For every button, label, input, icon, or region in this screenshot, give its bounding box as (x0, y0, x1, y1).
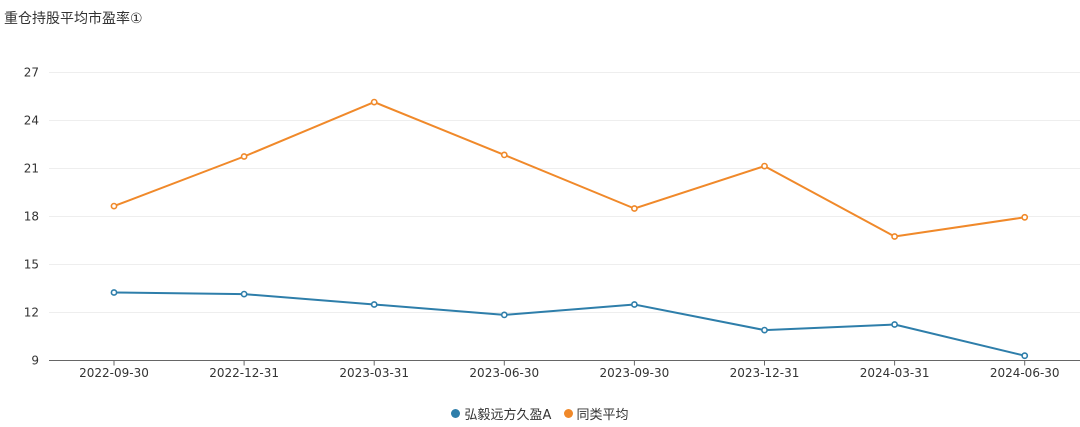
series-line-0 (113, 291, 1025, 357)
legend-marker-series-0 (451, 409, 461, 418)
data-point[interactable] (240, 153, 248, 160)
x-tick-label: 2024-06-30 (990, 366, 1060, 380)
y-tick-label: 21 (24, 162, 39, 176)
y-tick-label: 15 (24, 258, 39, 272)
series-lines (113, 101, 1025, 357)
x-axis: 2022-09-30 2022-12-31 2023-03-31 2023-06-30… (49, 360, 1080, 380)
x-tick-label: 2022-12-31 (209, 366, 279, 380)
x-tick-label: 2023-09-30 (600, 366, 670, 380)
y-tick-label: 27 (24, 66, 39, 80)
x-tick-label: 2023-06-30 (469, 366, 539, 380)
series-points (110, 98, 1029, 360)
data-point[interactable] (500, 311, 508, 319)
data-point[interactable] (500, 151, 508, 159)
data-point[interactable] (1021, 352, 1029, 360)
y-tick-label: 18 (24, 210, 39, 224)
legend: 弘毅远方久盈A 同类平均 (0, 404, 1080, 423)
x-tick-label: 2022-09-30 (79, 366, 149, 380)
x-tick-label: 2024-03-31 (860, 366, 930, 380)
series-line-1 (113, 101, 1025, 238)
data-point[interactable] (761, 326, 768, 334)
y-axis-ticks: 9 12 15 18 21 24 27 (24, 66, 39, 368)
legend-item-series-1[interactable]: 同类平均 (563, 404, 629, 423)
legend-label-series-1: 同类平均 (576, 408, 629, 423)
y-tick-label: 9 (31, 354, 39, 368)
data-point[interactable] (370, 301, 378, 308)
legend-marker-series-1 (563, 409, 573, 418)
legend-item-series-0[interactable]: 弘毅远方久盈A (451, 404, 551, 423)
x-tick-label: 2023-12-31 (730, 366, 800, 380)
y-tick-label: 12 (24, 306, 39, 320)
legend-label-series-0: 弘毅远方久盈A (464, 408, 552, 423)
data-point[interactable] (110, 289, 118, 296)
data-point[interactable] (891, 233, 898, 240)
data-point[interactable] (891, 321, 898, 328)
chart-title: 重仓持股平均市盈率① (4, 11, 143, 27)
data-point[interactable] (370, 98, 378, 106)
line-chart: 9 12 15 18 21 24 27 2022-09-30 2022-12-31 2023-0… (24, 66, 1080, 380)
gridlines (49, 72, 1080, 313)
data-point[interactable] (110, 202, 118, 210)
data-point[interactable] (240, 290, 248, 298)
data-point[interactable] (761, 162, 768, 170)
data-point[interactable] (631, 205, 638, 212)
data-point[interactable] (631, 301, 638, 308)
data-point[interactable] (1021, 213, 1029, 221)
y-tick-label: 24 (24, 114, 39, 128)
x-tick-label: 2023-03-31 (339, 366, 409, 380)
